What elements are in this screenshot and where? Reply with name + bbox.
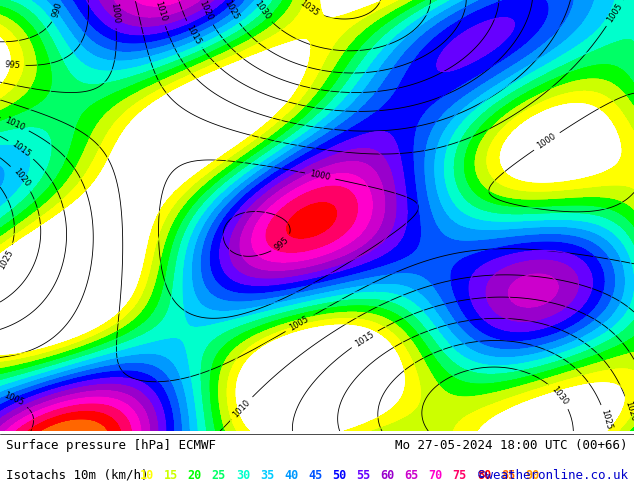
Text: 1020: 1020 [623,400,634,422]
Text: 990: 990 [51,1,64,19]
Text: Surface pressure [hPa] ECMWF: Surface pressure [hPa] ECMWF [6,440,216,452]
Text: 1025: 1025 [599,408,613,431]
Text: 1000: 1000 [536,132,558,151]
Text: 85: 85 [501,469,515,482]
Text: 1010: 1010 [231,397,252,419]
Text: 45: 45 [308,469,322,482]
Text: 90: 90 [525,469,539,482]
Text: 35: 35 [260,469,274,482]
Text: 1005: 1005 [288,315,310,333]
Text: 1025: 1025 [222,0,240,22]
Text: 80: 80 [477,469,491,482]
Text: 50: 50 [332,469,346,482]
Text: 15: 15 [164,469,178,482]
Text: Isotachs 10m (km/h): Isotachs 10m (km/h) [6,469,149,482]
Text: Mo 27-05-2024 18:00 UTC (00+66): Mo 27-05-2024 18:00 UTC (00+66) [395,440,628,452]
Text: 995: 995 [4,60,21,70]
Text: 1020: 1020 [197,0,214,22]
Text: 1005: 1005 [3,391,25,408]
Text: 1005: 1005 [605,2,624,24]
Text: 30: 30 [236,469,250,482]
Text: 1030: 1030 [550,385,570,407]
Text: 65: 65 [404,469,418,482]
Text: 1015: 1015 [353,329,376,348]
Text: 1025: 1025 [0,248,15,270]
Text: 55: 55 [356,469,370,482]
Text: 1010: 1010 [153,0,168,23]
Text: 75: 75 [453,469,467,482]
Text: 1010: 1010 [4,116,27,132]
Text: 20: 20 [188,469,202,482]
Text: 70: 70 [429,469,443,482]
Text: 1015: 1015 [10,140,32,159]
Text: 10: 10 [139,469,153,482]
Text: 1000: 1000 [309,170,332,182]
Text: 1015: 1015 [184,23,203,46]
Text: 40: 40 [284,469,298,482]
Text: 1000: 1000 [109,2,120,24]
Text: 995: 995 [273,235,291,252]
Text: 60: 60 [380,469,394,482]
Text: 1035: 1035 [299,0,321,18]
Text: 25: 25 [212,469,226,482]
Text: 1030: 1030 [252,0,271,21]
Text: 1020: 1020 [11,167,31,189]
Text: ©weatheronline.co.uk: ©weatheronline.co.uk [477,469,628,482]
